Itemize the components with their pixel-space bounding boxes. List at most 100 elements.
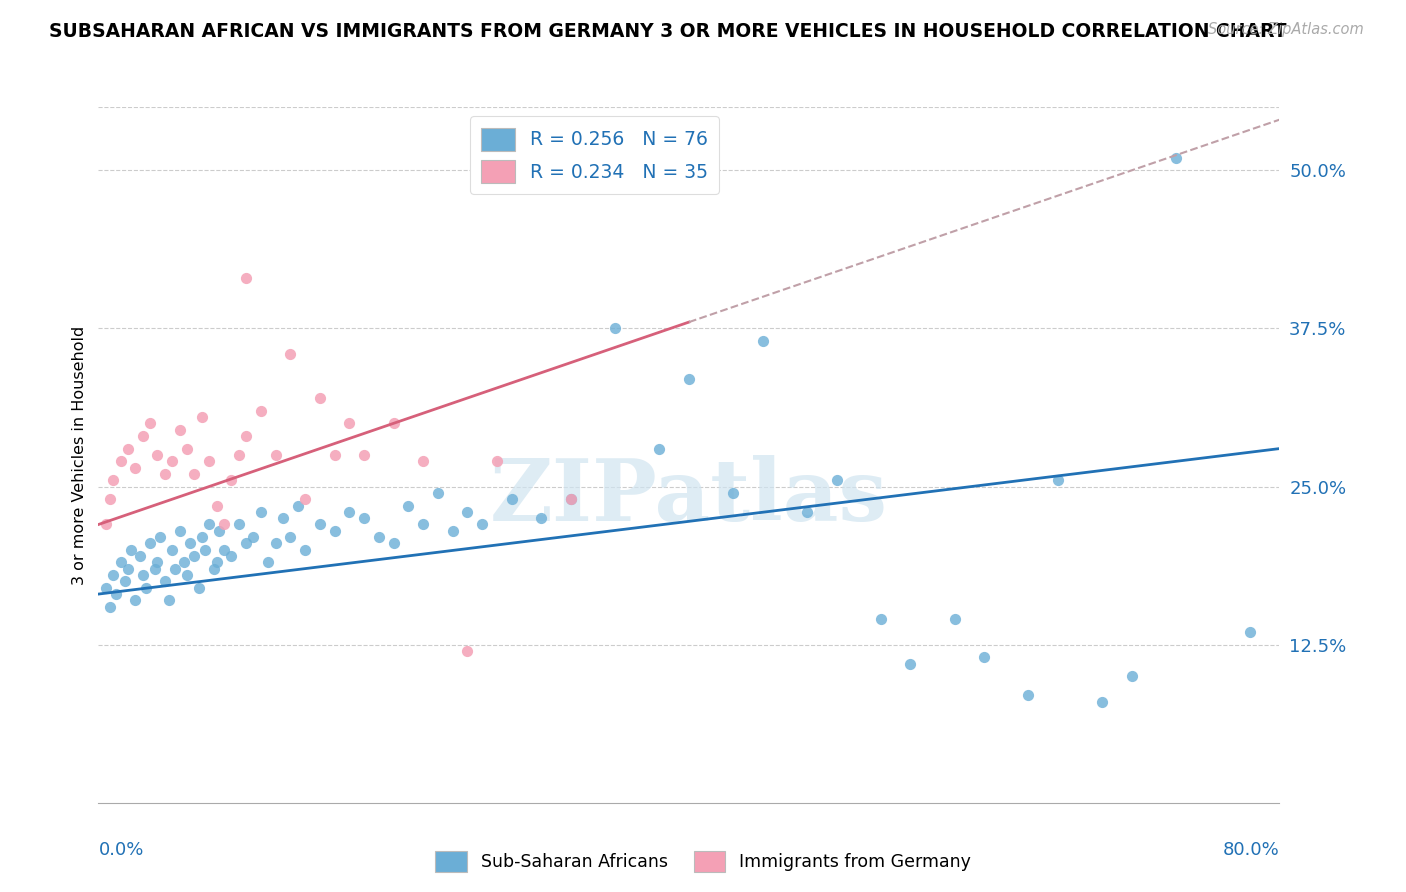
Point [228,448,250,462]
Point [128,549,150,563]
Point [339,505,361,519]
Point [723,486,745,500]
Point [1091,695,1114,709]
Point [165,562,187,576]
Point [943,612,966,626]
Point [1239,625,1261,640]
Point [146,448,169,462]
Point [103,568,125,582]
Point [221,549,243,563]
Point [441,524,464,538]
Point [176,442,198,456]
Point [605,321,627,335]
Point [162,454,183,468]
Point [117,562,139,576]
Point [191,409,214,424]
Point [264,448,287,462]
Point [157,593,180,607]
Point [124,460,146,475]
Point [457,644,479,658]
Point [202,562,225,576]
Point [368,530,391,544]
Point [94,581,117,595]
Point [339,417,361,431]
Point [250,403,273,417]
Point [110,454,132,468]
Point [1018,688,1040,702]
Point [208,524,231,538]
Text: 80.0%: 80.0% [1223,841,1279,859]
Point [124,593,146,607]
Point [825,473,848,487]
Point [323,448,346,462]
Point [242,530,264,544]
Text: 0.0%: 0.0% [98,841,143,859]
Point [146,556,169,570]
Point [294,492,316,507]
Point [143,562,166,576]
Point [139,536,162,550]
Point [110,556,132,570]
Point [105,587,128,601]
Point [169,524,191,538]
Point [678,372,700,386]
Point [198,517,221,532]
Y-axis label: 3 or more Vehicles in Household: 3 or more Vehicles in Household [72,326,87,584]
Point [120,542,142,557]
Point [235,270,257,285]
Point [149,530,172,544]
Point [501,492,523,507]
Point [560,492,582,507]
Point [471,517,494,532]
Point [250,505,273,519]
Text: SUBSAHARAN AFRICAN VS IMMIGRANTS FROM GERMANY 3 OR MORE VEHICLES IN HOUSEHOLD CO: SUBSAHARAN AFRICAN VS IMMIGRANTS FROM GE… [49,22,1286,41]
Text: Source: ZipAtlas.com: Source: ZipAtlas.com [1208,22,1364,37]
Point [353,448,375,462]
Point [264,536,287,550]
Point [1166,151,1188,165]
Point [132,429,155,443]
Point [973,650,995,665]
Legend: R = 0.256   N = 76, R = 0.234   N = 35: R = 0.256 N = 76, R = 0.234 N = 35 [470,117,718,194]
Point [153,467,176,481]
Point [752,334,775,348]
Point [162,542,183,557]
Point [870,612,893,626]
Point [191,530,214,544]
Point [132,568,155,582]
Point [212,542,235,557]
Point [796,505,818,519]
Point [1121,669,1143,683]
Point [323,524,346,538]
Point [205,556,228,570]
Legend: Sub-Saharan Africans, Immigrants from Germany: Sub-Saharan Africans, Immigrants from Ge… [429,844,977,879]
Point [187,581,209,595]
Point [235,429,257,443]
Text: ZIPatlas: ZIPatlas [489,455,889,539]
Point [169,423,191,437]
Point [900,657,922,671]
Point [412,517,434,532]
Point [94,517,117,532]
Point [205,499,228,513]
Point [382,417,405,431]
Point [235,536,257,550]
Point [560,492,582,507]
Point [287,499,309,513]
Point [294,542,316,557]
Point [139,417,162,431]
Point [398,499,420,513]
Point [280,347,302,361]
Point [135,581,157,595]
Point [221,473,243,487]
Point [648,442,671,456]
Point [179,536,201,550]
Point [117,442,139,456]
Point [353,511,375,525]
Point [530,511,553,525]
Point [176,568,198,582]
Point [412,454,434,468]
Point [1047,473,1070,487]
Point [309,517,332,532]
Point [198,454,221,468]
